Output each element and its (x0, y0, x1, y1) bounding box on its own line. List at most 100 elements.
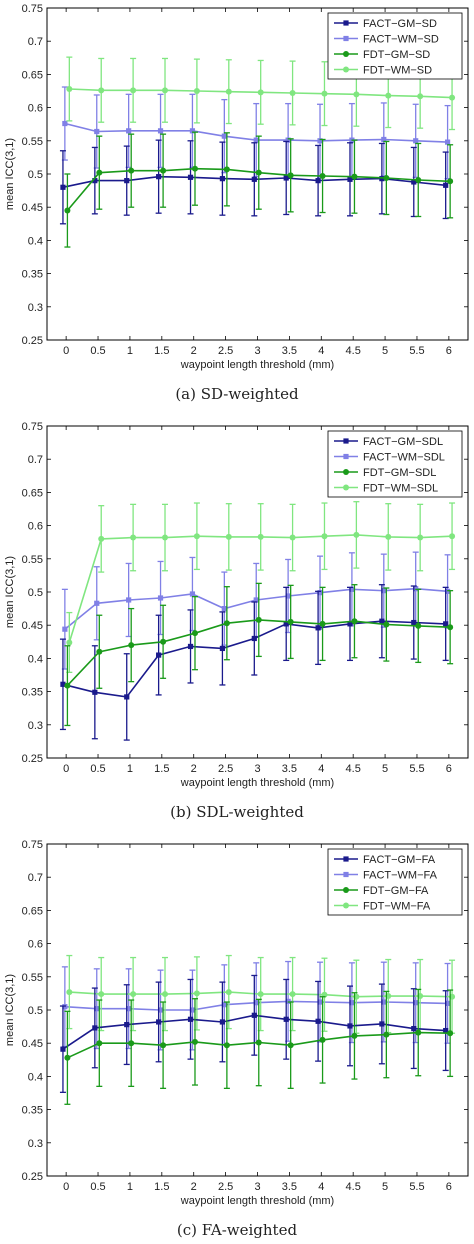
legend-swatch-marker (343, 856, 349, 862)
x-tick-label: 0 (63, 345, 69, 357)
data-point (96, 648, 103, 655)
data-point (225, 533, 232, 540)
x-tick-label: 3.5 (282, 763, 297, 775)
y-tick-label: 0.75 (22, 839, 43, 851)
data-point (157, 128, 164, 134)
data-point (351, 618, 358, 625)
x-tick-label: 2.5 (218, 763, 233, 775)
data-point (444, 139, 451, 145)
y-tick-label: 0.5 (28, 587, 43, 599)
data-point (379, 1021, 385, 1027)
data-point (157, 595, 164, 601)
data-point (383, 621, 390, 628)
data-point (64, 207, 71, 214)
legend-swatch-marker (343, 35, 349, 42)
x-tick-label: 3 (254, 345, 260, 357)
data-point (315, 625, 321, 631)
data-point (96, 1040, 103, 1047)
series-0 (59, 584, 449, 741)
data-point (98, 991, 105, 998)
y-tick-label: 0.5 (28, 169, 43, 181)
legend-label: FACT−GM−FA (363, 854, 436, 866)
data-point (317, 999, 323, 1005)
x-tick-label: 0.5 (90, 345, 105, 357)
x-tick-label: 5 (382, 345, 388, 357)
data-point (381, 136, 387, 143)
data-point (379, 618, 385, 624)
data-point (189, 591, 196, 597)
legend-swatch-marker (343, 51, 349, 57)
x-tick-label: 2.5 (218, 345, 233, 357)
data-point (60, 184, 66, 190)
x-tick-label: 4.5 (346, 763, 361, 775)
x-tick-label: 1 (127, 763, 133, 775)
series-1 (61, 960, 451, 1051)
data-point (351, 173, 358, 180)
y-tick-label: 0.6 (28, 939, 43, 951)
x-tick-label: 1 (127, 1181, 133, 1193)
data-point (253, 1000, 259, 1006)
data-point (128, 642, 135, 649)
data-point (187, 1016, 194, 1022)
data-point (62, 120, 68, 127)
data-point (447, 178, 454, 185)
y-tick-label: 0.7 (28, 872, 43, 884)
data-point (225, 989, 232, 996)
x-tick-label: 5.5 (409, 1181, 424, 1193)
data-point (191, 165, 198, 172)
data-point (60, 1046, 66, 1052)
data-point (130, 534, 137, 541)
data-point (319, 1036, 326, 1043)
data-point (162, 991, 169, 998)
data-point (285, 137, 291, 143)
x-tick-label: 2 (191, 763, 197, 775)
caption-sdl-weighted: (b) SDL-weighted (170, 803, 304, 821)
data-point (92, 178, 98, 184)
x-tick-label: 5 (382, 1181, 388, 1193)
x-tick-label: 4 (318, 763, 324, 775)
y-tick-label: 0.75 (22, 421, 43, 433)
x-tick-label: 0 (63, 1181, 69, 1193)
data-point (189, 128, 196, 134)
series-3 (66, 501, 456, 673)
caption-sd-weighted: (a) SD-weighted (175, 385, 299, 403)
data-point (156, 652, 162, 658)
y-tick-label: 0.65 (22, 69, 43, 81)
data-point (321, 90, 328, 97)
data-point (253, 137, 259, 143)
data-point (347, 621, 353, 627)
x-tick-label: 1.5 (154, 763, 169, 775)
series-2 (64, 582, 454, 727)
y-tick-label: 0.45 (22, 620, 43, 632)
series-2 (64, 988, 454, 1105)
data-point (417, 534, 424, 541)
data-point (160, 638, 167, 645)
data-point (443, 1027, 449, 1034)
data-point (444, 588, 451, 594)
data-point (126, 1006, 132, 1012)
data-point (64, 682, 71, 689)
data-point (130, 87, 137, 94)
series-2 (64, 131, 454, 248)
y-tick-label: 0.55 (22, 972, 43, 984)
data-point (347, 176, 353, 182)
data-point (98, 535, 105, 542)
data-point (98, 87, 105, 94)
data-point (285, 998, 291, 1004)
x-tick-label: 4 (318, 345, 324, 357)
data-point (319, 172, 326, 179)
data-point (156, 174, 162, 180)
x-tick-label: 6 (446, 345, 452, 357)
legend-label: FACT−GM−SDL (363, 436, 443, 448)
data-point (219, 176, 226, 182)
data-point (251, 635, 257, 642)
legend-swatch-marker (343, 66, 349, 73)
chart-sdl-weighted: 0.250.30.350.40.450.50.550.60.650.70.750… (4, 421, 469, 789)
data-point (66, 86, 73, 93)
data-point (289, 991, 296, 998)
legend-label: FDT−GM−FA (363, 885, 429, 897)
data-point (381, 999, 387, 1005)
data-point (162, 534, 169, 541)
x-tick-label: 0.5 (90, 1181, 105, 1193)
data-point (94, 600, 100, 606)
